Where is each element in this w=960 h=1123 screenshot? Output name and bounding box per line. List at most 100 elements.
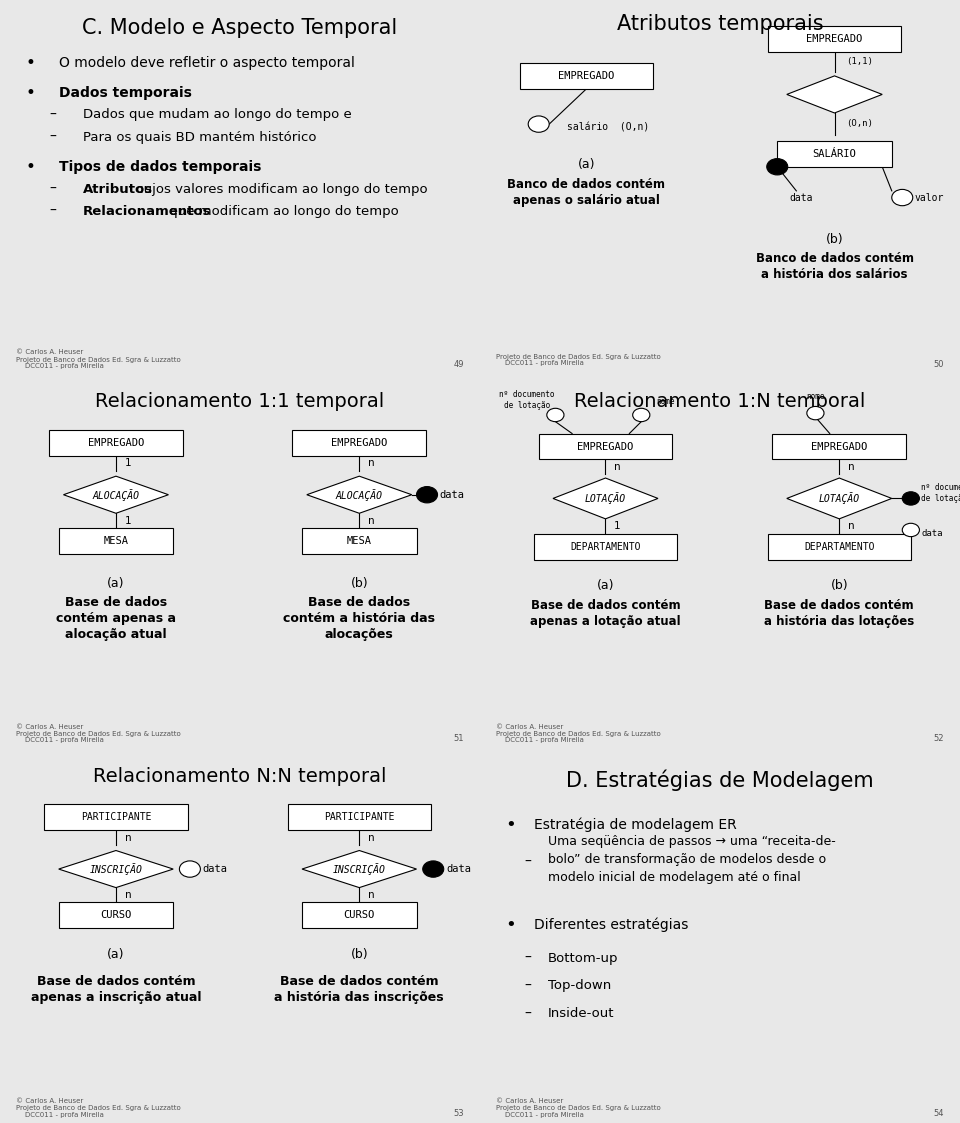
Text: 1: 1 [125, 458, 132, 468]
Text: Banco de dados contém
apenas o salário atual: Banco de dados contém apenas o salário a… [508, 179, 665, 208]
Text: Projeto de Banco de Dados Ed. Sgra & Luzzatto: Projeto de Banco de Dados Ed. Sgra & Luz… [495, 1105, 660, 1112]
Text: 51: 51 [454, 734, 465, 743]
Circle shape [633, 409, 650, 421]
Text: Base de dados
contém a história das
alocações: Base de dados contém a história das aloc… [283, 596, 435, 641]
Text: 1: 1 [614, 521, 621, 531]
Text: PARTICIPANTE: PARTICIPANTE [81, 812, 151, 822]
Text: (b): (b) [350, 948, 368, 961]
Text: Base de dados contém
apenas a inscrição atual: Base de dados contém apenas a inscrição … [31, 975, 202, 1004]
Polygon shape [787, 478, 892, 519]
Text: Relacionamento 1:1 temporal: Relacionamento 1:1 temporal [95, 392, 385, 411]
Text: n: n [125, 891, 132, 900]
Text: –: – [49, 108, 56, 121]
Text: © Carlos A. Heuser: © Carlos A. Heuser [15, 1098, 83, 1104]
Text: DEPARTAMENTO: DEPARTAMENTO [570, 541, 640, 551]
Text: EMPREGADO: EMPREGADO [577, 441, 634, 451]
Text: Projeto de Banco de Dados Ed. Sgra & Luzzatto: Projeto de Banco de Dados Ed. Sgra & Luz… [15, 1105, 180, 1112]
Bar [302, 528, 417, 554]
Text: data: data [203, 864, 228, 874]
Text: MESA: MESA [347, 536, 372, 546]
Text: Uma seqüência de passos → uma “receita-de-
bolo” de transformação de modelos des: Uma seqüência de passos → uma “receita-d… [548, 836, 836, 884]
Text: Estratégia de modelagem ER: Estratégia de modelagem ER [534, 818, 736, 832]
Text: DCC011 - profa Mirella: DCC011 - profa Mirella [505, 738, 585, 743]
Text: n: n [614, 462, 621, 472]
Text: •: • [25, 54, 36, 72]
Text: O modelo deve refletir o aspecto temporal: O modelo deve refletir o aspecto tempora… [59, 56, 354, 70]
Bar [44, 804, 187, 830]
Bar [293, 430, 426, 456]
Text: n: n [368, 515, 374, 526]
Text: (b): (b) [350, 577, 368, 591]
Bar [539, 433, 672, 459]
Text: Relacionamentos: Relacionamentos [83, 204, 211, 218]
Text: data: data [440, 490, 465, 500]
Text: –: – [524, 1006, 531, 1021]
Text: –: – [524, 979, 531, 993]
Text: DCC011 - profa Mirella: DCC011 - profa Mirella [25, 1112, 105, 1117]
Bar [773, 433, 906, 459]
Bar [768, 26, 901, 52]
Polygon shape [553, 478, 658, 519]
Text: EMPREGADO: EMPREGADO [806, 34, 863, 44]
Text: –: – [524, 951, 531, 965]
Text: INSCRIÇÃO: INSCRIÇÃO [89, 864, 142, 875]
Polygon shape [63, 476, 168, 513]
Text: EMPREGADO: EMPREGADO [559, 71, 614, 81]
Circle shape [180, 861, 201, 877]
Bar [302, 903, 417, 929]
Text: (b): (b) [830, 579, 848, 592]
Text: INSCRIÇÃO: INSCRIÇÃO [333, 864, 386, 875]
Text: n: n [368, 832, 374, 842]
Text: Base de dados contém
a história das inscrições: Base de dados contém a história das insc… [275, 975, 444, 1004]
Text: (1,1): (1,1) [847, 57, 874, 66]
Text: 53: 53 [454, 1108, 465, 1117]
Circle shape [767, 158, 788, 175]
Text: 52: 52 [934, 734, 945, 743]
Circle shape [422, 861, 444, 877]
Polygon shape [307, 476, 412, 513]
Text: (a): (a) [108, 577, 125, 591]
Text: D. Estratégias de Modelagem: D. Estratégias de Modelagem [566, 769, 874, 791]
Bar [519, 63, 653, 89]
Text: 1: 1 [125, 515, 132, 526]
Text: Para os quais BD mantém histórico: Para os quais BD mantém histórico [83, 130, 316, 144]
Text: (a): (a) [578, 158, 595, 172]
Text: •: • [505, 915, 516, 933]
Circle shape [806, 407, 824, 420]
Text: Relacionamento 1:N temporal: Relacionamento 1:N temporal [574, 392, 866, 411]
Text: nº documento
de lotação: nº documento de lotação [922, 483, 960, 503]
Text: LOTAÇÃO: LOTAÇÃO [585, 493, 626, 504]
Bar [534, 533, 677, 559]
Text: DCC011 - profa Mirella: DCC011 - profa Mirella [505, 1112, 585, 1117]
Text: © Carlos A. Heuser: © Carlos A. Heuser [15, 723, 83, 730]
Text: data: data [789, 192, 813, 202]
Bar [49, 430, 182, 456]
Text: •: • [25, 83, 36, 101]
Bar [778, 140, 892, 166]
Text: 50: 50 [934, 360, 945, 369]
Text: que modificam ao longo do tempo: que modificam ao longo do tempo [165, 204, 398, 218]
Text: © Carlos A. Heuser: © Carlos A. Heuser [495, 1098, 563, 1104]
Text: Dados que mudam ao longo do tempo e: Dados que mudam ao longo do tempo e [83, 108, 351, 121]
Text: Projeto de Banco de Dados Ed. Sgra & Luzzatto: Projeto de Banco de Dados Ed. Sgra & Luz… [15, 357, 180, 363]
Text: © Carlos A. Heuser: © Carlos A. Heuser [15, 349, 83, 355]
Text: Base de dados
contém apenas a
alocação atual: Base de dados contém apenas a alocação a… [56, 596, 176, 641]
Text: valor: valor [915, 192, 944, 202]
Text: Base de dados contém
a história das lotações: Base de dados contém a história das lota… [764, 599, 915, 628]
Text: CURSO: CURSO [101, 911, 132, 921]
Text: (b): (b) [826, 232, 843, 246]
Text: CURSO: CURSO [344, 911, 375, 921]
Polygon shape [787, 76, 882, 113]
Text: –: – [49, 204, 56, 218]
Text: LOTAÇÃO: LOTAÇÃO [819, 493, 860, 504]
Text: nº documento
de lotação: nº documento de lotação [499, 390, 555, 410]
Text: DCC011 - profa Mirella: DCC011 - profa Mirella [25, 738, 105, 743]
Text: Projeto de Banco de Dados Ed. Sgra & Luzzatto: Projeto de Banco de Dados Ed. Sgra & Luz… [495, 731, 660, 737]
Text: nome: nome [806, 392, 825, 401]
Text: Base de dados contém
apenas a lotação atual: Base de dados contém apenas a lotação at… [530, 599, 681, 628]
Text: n: n [125, 832, 132, 842]
Text: •: • [505, 815, 516, 833]
Text: Banco de dados contém
a história dos salários: Banco de dados contém a história dos sal… [756, 253, 914, 282]
Text: –: – [49, 130, 56, 144]
Text: Diferentes estratégias: Diferentes estratégias [534, 917, 688, 932]
